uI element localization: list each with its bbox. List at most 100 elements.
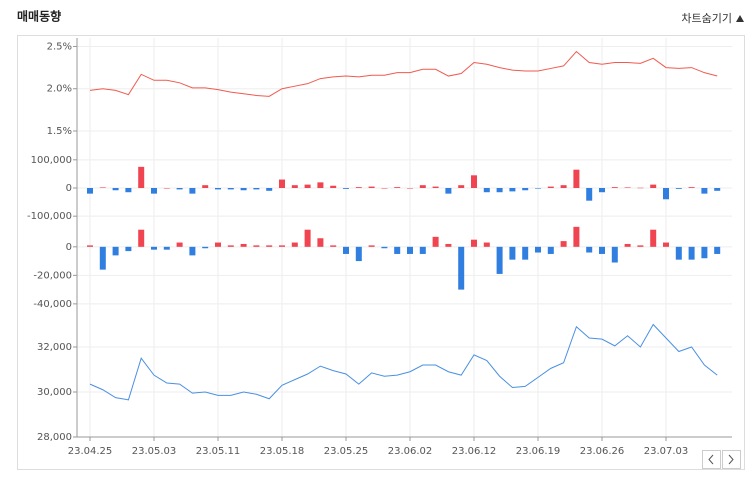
bar: [87, 245, 93, 247]
bar: [87, 188, 93, 194]
series-line: [89, 50, 718, 97]
y-tick-label: 30,000: [37, 387, 72, 398]
bar: [522, 188, 529, 191]
bar: [253, 245, 260, 247]
bar: [215, 242, 221, 247]
bar: [535, 246, 541, 253]
section-title: 매매동향: [17, 9, 61, 24]
bar: [560, 241, 567, 247]
y-tick-label: 0: [66, 242, 72, 253]
bar: [535, 188, 541, 189]
bar: [279, 245, 285, 247]
bar: [202, 246, 209, 249]
bar: [611, 187, 618, 188]
bar: [407, 246, 413, 254]
bar: [163, 188, 170, 189]
y-tick-label: 2.0%: [47, 84, 72, 95]
bar: [688, 246, 695, 260]
x-tick-label: 23.05.11: [196, 446, 241, 457]
bar: [547, 246, 554, 254]
bar: [355, 187, 362, 188]
bar: [509, 188, 516, 192]
bar: [279, 179, 285, 188]
chart-frame: [17, 35, 745, 470]
y-tick-label: 32,000: [37, 342, 72, 353]
y-tick-label: 100,000: [31, 155, 72, 166]
bar: [496, 188, 503, 193]
bar: [99, 187, 106, 188]
bar: [394, 187, 401, 188]
bar: [151, 246, 157, 250]
x-tick-label: 23.04.25: [68, 446, 113, 457]
bar: [394, 246, 401, 254]
bar: [112, 246, 119, 256]
bar: [624, 187, 631, 188]
bar: [419, 246, 426, 254]
bar: [599, 188, 605, 193]
bar: [586, 188, 593, 201]
bar: [458, 246, 465, 290]
bar: [330, 185, 337, 188]
bar: [407, 188, 413, 189]
prev-icon: [708, 454, 714, 465]
bar: [663, 242, 669, 247]
y-tick-label: 28,000: [37, 432, 72, 443]
bar: [650, 229, 657, 247]
bar: [547, 186, 554, 188]
bar: [202, 185, 209, 188]
bar: [573, 169, 580, 188]
x-tick-label: 23.07.03: [644, 446, 689, 457]
bar: [215, 188, 221, 190]
bar: [343, 188, 349, 189]
toggle-arrow[interactable]: [736, 15, 744, 22]
y-tick-label: -100,000: [27, 211, 72, 222]
bar: [304, 184, 311, 188]
bar: [445, 188, 452, 194]
y-tick-label: -40,000: [33, 299, 72, 310]
x-tick-label: 23.05.25: [324, 446, 369, 457]
bar: [560, 185, 567, 188]
bar: [483, 242, 490, 247]
bar: [432, 186, 439, 188]
bar: [445, 243, 452, 247]
bar: [355, 246, 362, 262]
x-tick-label: 23.05.03: [132, 446, 177, 457]
prev-button[interactable]: [702, 450, 721, 469]
bar: [714, 188, 721, 191]
bar: [701, 246, 708, 259]
series-line: [89, 323, 718, 401]
bar: [432, 236, 439, 247]
bar: [586, 246, 593, 253]
bar: [599, 246, 605, 254]
bar: [253, 188, 260, 190]
bar: [483, 188, 490, 193]
bar: [714, 246, 721, 254]
y-tick-label: 1.5%: [47, 126, 72, 137]
bar: [509, 246, 516, 260]
bar: [227, 245, 234, 247]
bar: [343, 246, 349, 254]
bar: [624, 243, 631, 247]
bar: [611, 246, 618, 263]
bar: [189, 188, 196, 194]
bar: [189, 246, 196, 256]
bar: [125, 246, 132, 252]
bar: [176, 188, 183, 190]
bar: [381, 188, 388, 189]
bar: [317, 182, 324, 188]
toggle-chart[interactable]: 차트숨기기: [681, 12, 732, 25]
bar: [522, 246, 529, 260]
bar: [675, 188, 682, 189]
bar: [458, 185, 465, 188]
bar: [266, 188, 273, 191]
bar: [637, 187, 644, 189]
bar: [573, 226, 580, 247]
next-button[interactable]: [722, 450, 741, 469]
bar: [701, 188, 708, 194]
bar: [471, 239, 477, 247]
next-icon: [728, 454, 734, 465]
bar: [650, 184, 657, 188]
bar: [688, 187, 695, 188]
bar: [663, 188, 669, 200]
